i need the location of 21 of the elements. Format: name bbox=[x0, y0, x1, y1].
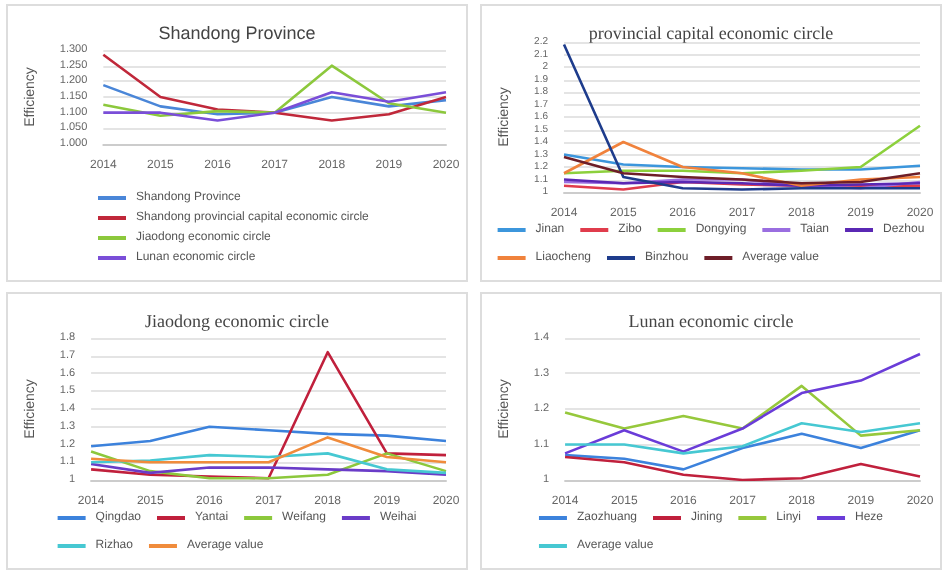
line-series bbox=[563, 383, 922, 436]
line-series bbox=[102, 64, 448, 118]
line-series bbox=[562, 124, 922, 175]
line-series bbox=[563, 428, 922, 470]
line-series bbox=[562, 43, 922, 191]
line-series bbox=[89, 424, 448, 447]
line-series bbox=[102, 91, 448, 122]
line-series bbox=[563, 454, 922, 481]
line-series bbox=[89, 349, 448, 479]
line-series bbox=[562, 155, 922, 185]
line-series bbox=[89, 435, 448, 463]
line-series bbox=[102, 83, 448, 116]
line-series bbox=[563, 420, 922, 454]
line-series bbox=[102, 53, 448, 122]
chart-title: provincial capital economic circle bbox=[588, 23, 834, 43]
line-series bbox=[562, 140, 922, 188]
chart-title: Jiaodong economic circle bbox=[145, 310, 329, 330]
line-series bbox=[563, 351, 922, 454]
line-series bbox=[562, 153, 922, 171]
chart-title: Shandong Province bbox=[158, 23, 316, 43]
chart-title: Lunan economic circle bbox=[628, 310, 794, 330]
